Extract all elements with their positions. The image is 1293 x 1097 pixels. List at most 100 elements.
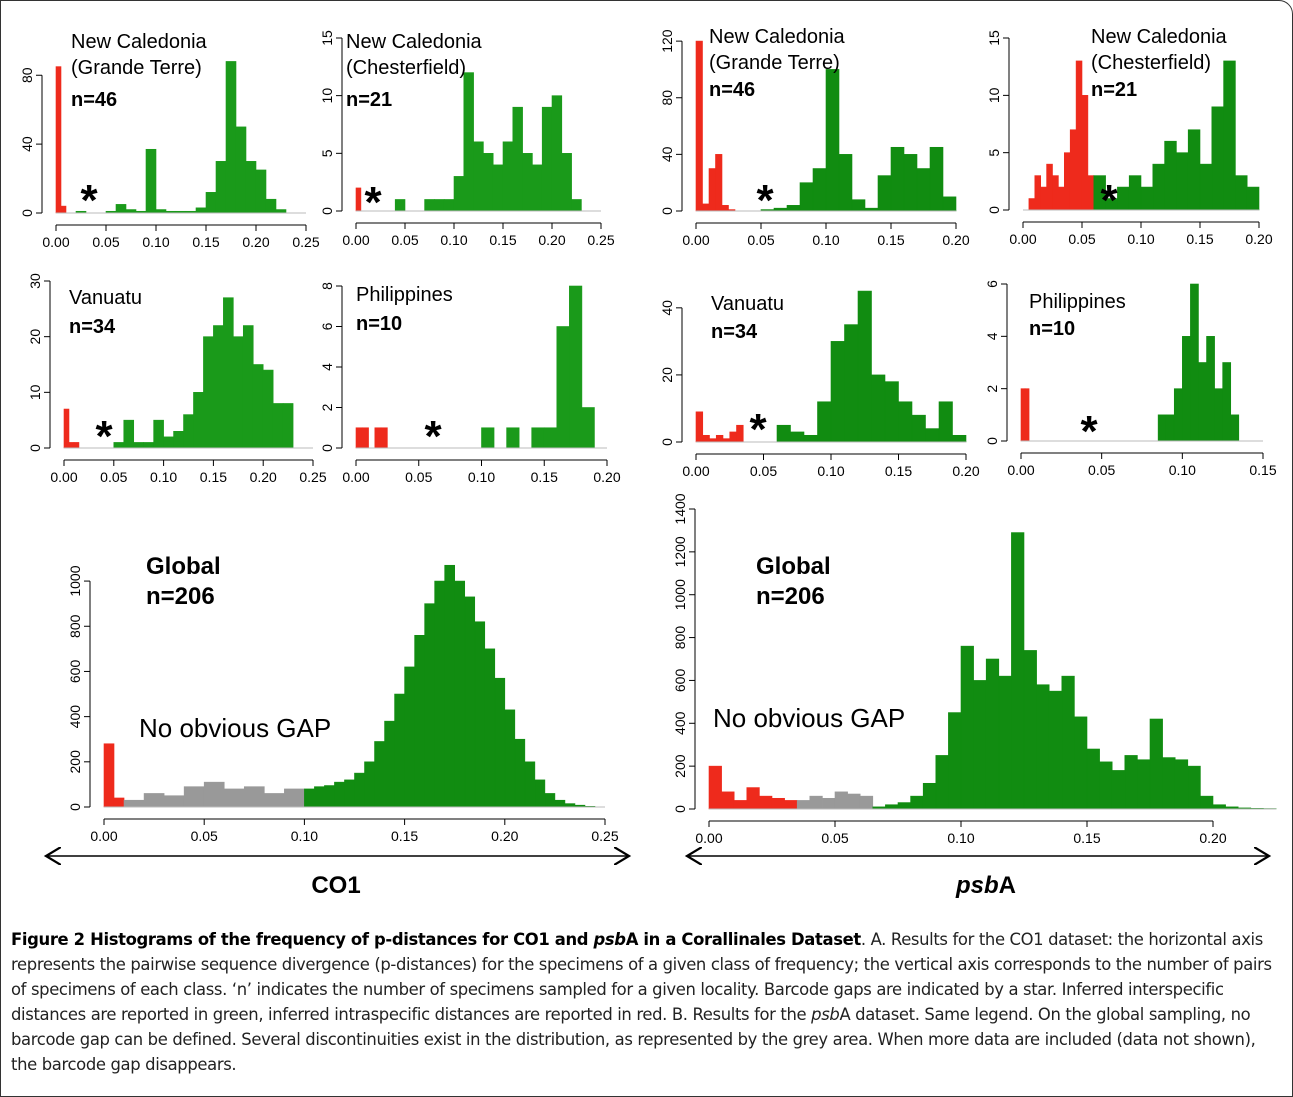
x-tick-label: 0.00 [342, 232, 369, 248]
x-tick-label: 0.25 [587, 232, 614, 248]
y-tick-label: 800 [67, 614, 83, 638]
x-tick-label: 0.05 [405, 469, 432, 485]
x-tick-label: 0.15 [1073, 830, 1100, 846]
bar [264, 793, 285, 808]
panel-title: Philippines [1029, 291, 1126, 313]
x-tick-label: 0.15 [200, 469, 227, 485]
x-tick-label: 0.10 [150, 469, 177, 485]
bar [1074, 716, 1088, 810]
bar [556, 326, 570, 449]
bar [153, 419, 164, 449]
bar [799, 182, 814, 212]
bar [483, 153, 494, 212]
bar [454, 580, 466, 808]
caption: Figure 2 Histograms of the frequency of … [11, 927, 1283, 1077]
x-tick-label: 0.15 [531, 469, 558, 485]
bar [817, 401, 832, 443]
bar [1164, 140, 1177, 211]
bar [183, 414, 194, 449]
x-tick-label: 0.20 [242, 234, 269, 250]
bar [733, 800, 748, 810]
bar [1211, 106, 1224, 211]
panel-title: New Caledonia [346, 31, 483, 53]
bar [314, 786, 325, 808]
x-tick-label: 0.00 [682, 463, 709, 479]
bar [1061, 675, 1075, 810]
bar [524, 761, 536, 808]
bar [885, 804, 899, 810]
bar [1206, 336, 1215, 442]
bar [1052, 175, 1059, 211]
bar [355, 427, 363, 449]
histogram: 0 40 80 120 0.00 0.05 0.10 0.15 0.20 New Caledoni… [659, 26, 970, 248]
bar [1075, 60, 1083, 211]
bar [173, 430, 184, 449]
annotation: No obvious GAP [713, 703, 905, 733]
gene-label: CO1 [311, 872, 360, 899]
x-tick-label: 0.05 [92, 234, 119, 250]
bar [1036, 684, 1050, 810]
y-tick-label: 0 [27, 444, 43, 452]
bar [1111, 770, 1126, 810]
bar [715, 154, 723, 212]
bar [384, 720, 395, 808]
y-tick-label: 20 [27, 329, 43, 345]
gap-star: * [80, 176, 98, 225]
bar [838, 154, 853, 212]
bar [304, 788, 315, 808]
bar [1198, 362, 1207, 442]
x-tick-label: 0.05 [750, 463, 777, 479]
bar [903, 154, 918, 212]
y-tick-label: 120 [659, 29, 675, 53]
bar [324, 785, 335, 808]
bar [1140, 186, 1154, 211]
sample-size: n=21 [346, 89, 392, 111]
bar [1174, 759, 1189, 810]
histogram: 0 200 400 600 800 1000 1200 1400 0.00 0.05 0.10 0.1… [672, 493, 1277, 846]
panel-title: (Grande Terre) [709, 52, 840, 74]
histogram: 0 2 4 6 8 0.00 0.05 0.10 0.15 0.20 Philippines n=10… [319, 282, 621, 485]
bar [223, 788, 245, 808]
bar [123, 799, 145, 808]
bar [1124, 755, 1138, 810]
x-tick-label: 0.20 [593, 469, 620, 485]
bar [1048, 690, 1063, 810]
caption-text: psb [593, 930, 627, 949]
x-tick-label: 0.15 [1249, 462, 1276, 478]
bar [1040, 186, 1047, 211]
y-tick-label: 1000 [67, 565, 83, 596]
bar [822, 797, 836, 810]
y-tick-label: 80 [19, 67, 35, 83]
y-tick-label: 0 [319, 207, 335, 215]
bar [564, 803, 576, 808]
x-tick-label: 0.10 [947, 830, 974, 846]
y-tick-label: 40 [19, 136, 35, 152]
bar [938, 401, 953, 443]
bar [145, 148, 157, 214]
bar [394, 199, 406, 212]
bar [213, 325, 224, 449]
y-tick-label: 40 [659, 300, 675, 316]
bar [1182, 336, 1191, 442]
bar [1020, 388, 1026, 442]
bar [948, 712, 962, 810]
y-tick-label: 2 [984, 385, 1000, 393]
y-tick-label: 600 [67, 660, 83, 684]
histogram: 0 200 400 600 800 1000 0.00 0.05 0.10 0.15 0.20 0.2… [67, 553, 619, 844]
bar [275, 209, 287, 214]
bar [233, 336, 244, 449]
bar [973, 680, 987, 810]
bar [847, 793, 861, 810]
gene-label: psbA [955, 872, 1016, 899]
x-tick-label: 0.05 [1088, 462, 1115, 478]
y-tick-label: 0 [672, 805, 688, 813]
bar [1165, 414, 1175, 442]
x-tick-label: 0.20 [942, 232, 969, 248]
x-tick-label: 0.05 [821, 830, 848, 846]
y-tick-label: 200 [672, 754, 688, 778]
x-tick-label: 0.05 [747, 232, 774, 248]
sample-size: n=21 [1091, 79, 1137, 101]
bar [113, 797, 125, 808]
bar [708, 765, 722, 810]
histogram: 0 5 10 15 0.00 0.05 0.10 0.15 0.20 New Caledonia (… [986, 26, 1273, 247]
